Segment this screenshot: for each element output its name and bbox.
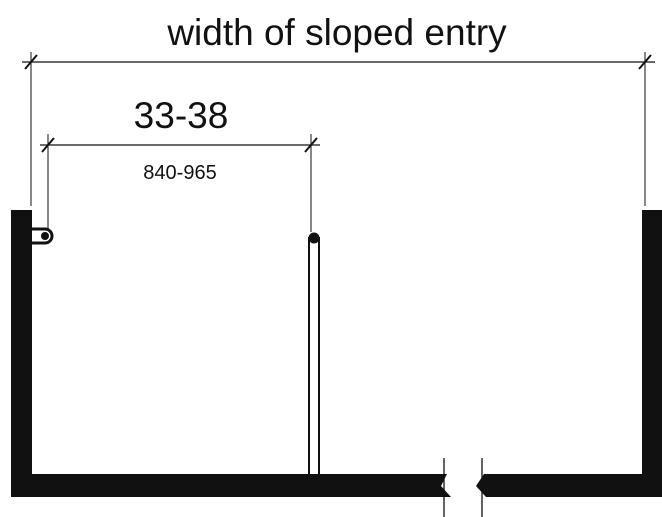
floor-right-segment [476,474,662,497]
overall-width-dimension-line [22,52,655,206]
entry-walls [11,210,662,497]
inch-range-label: 33-38 [134,95,229,136]
floor-left-segment [11,474,451,497]
handrail-spacing-dimension-line [40,134,320,232]
center-handrail-post [308,232,320,476]
overall-width-label: width of sloped entry [166,12,507,53]
right-wall [642,210,662,497]
mm-range-label: 840-965 [143,162,216,184]
left-wall [11,210,32,497]
floor-break-lines [443,458,483,517]
wall-handrail [32,227,54,245]
